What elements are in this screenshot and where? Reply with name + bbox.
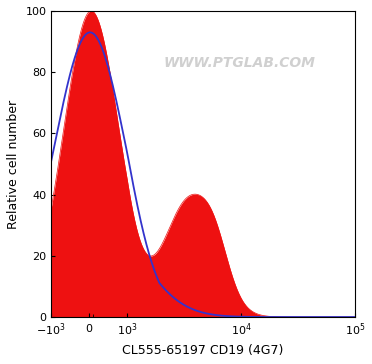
Y-axis label: Relative cell number: Relative cell number bbox=[7, 99, 20, 229]
X-axis label: CL555-65197 CD19 (4G7): CL555-65197 CD19 (4G7) bbox=[122, 344, 284, 357]
Text: WWW.PTGLAB.COM: WWW.PTGLAB.COM bbox=[164, 56, 315, 70]
